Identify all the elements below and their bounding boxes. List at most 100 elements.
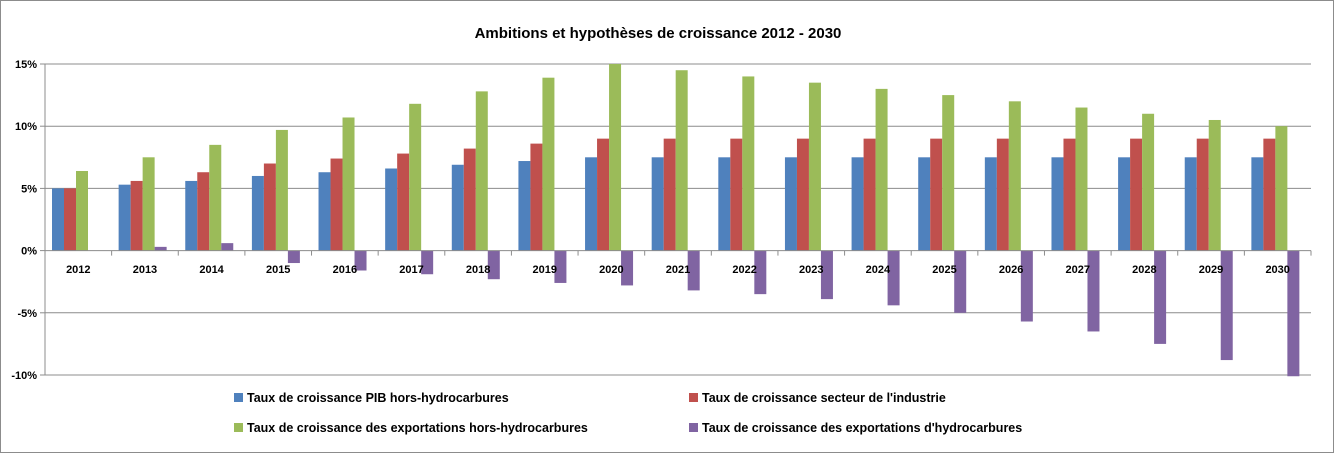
x-tick-label-2017: 2017 [399,264,423,276]
x-tick-label-2020: 2020 [599,264,623,276]
bar-2028-series-2 [1130,138,1143,251]
bar-2018-series-2 [463,148,476,251]
bar-2012-series-1 [52,188,64,251]
legend-swatch-3 [234,423,243,432]
bar-2023-series-3 [808,82,821,251]
bar-2023-series-1 [784,157,797,251]
bar-2021-series-2 [663,138,676,251]
legend-label-3: Taux de croissance des exportations hors… [247,421,588,435]
x-tick-label-2028: 2028 [1132,264,1156,276]
bar-2030-series-1 [1251,157,1264,251]
bar-2017-series-3 [409,103,422,251]
bar-2026-series-1 [984,157,997,251]
legend-label-4: Taux de croissance des exportations d'hy… [702,421,1022,435]
bar-2024-series-1 [851,157,864,251]
x-tick-label-2018: 2018 [466,264,490,276]
bar-2019-series-2 [530,143,543,251]
bar-2029-series-2 [1196,138,1209,251]
bar-2027-series-3 [1075,107,1088,251]
bar-2020-series-3 [609,64,622,251]
bar-2024-series-3 [875,88,888,251]
x-tick-label-2013: 2013 [133,264,157,276]
bar-2028-series-1 [1118,157,1131,251]
bar-2022-series-3 [742,76,755,251]
bar-2029-series-4 [1220,250,1233,361]
bar-2022-series-4 [754,250,767,295]
bar-2026-series-3 [1008,101,1021,251]
bar-2015-series-2 [263,163,276,251]
y-tick-label-4: -5% [17,308,37,320]
bar-2015-series-3 [275,129,288,251]
legend-item-2: Taux de croissance secteur de l'industri… [689,391,946,405]
x-tick-label-2016: 2016 [333,264,357,276]
bar-2018-series-3 [475,91,488,251]
legend-label-1: Taux de croissance PIB hors-hydrocarbure… [247,391,509,405]
bar-2015-series-4 [287,250,300,264]
axes [40,63,1312,376]
bar-2018-series-4 [487,250,500,280]
bar-2021-series-1 [651,157,664,251]
bar-2023-series-2 [796,138,809,251]
x-tick-label-2022: 2022 [732,264,756,276]
x-tick-label-2025: 2025 [932,264,956,276]
bar-2025-series-1 [918,157,931,251]
bars [52,64,1300,377]
bar-2019-series-3 [542,77,555,251]
x-tick-label-2027: 2027 [1066,264,1090,276]
bar-2027-series-1 [1051,157,1064,251]
x-tick-label-2023: 2023 [799,264,823,276]
y-tick-label-5: -10% [11,370,37,382]
bar-2028-series-4 [1154,250,1167,344]
bar-2026-series-4 [1020,250,1033,322]
bar-2019-series-1 [518,161,531,251]
bar-2013-series-1 [118,184,131,251]
bar-2024-series-2 [863,138,876,251]
x-tick-label-2024: 2024 [866,264,891,276]
bar-2023-series-4 [820,250,833,300]
bar-2030-series-2 [1263,138,1276,251]
bar-2013-series-4 [154,246,167,251]
x-tick-label-2015: 2015 [266,264,290,276]
bar-2012-series-2 [64,188,76,251]
bar-2013-series-2 [130,180,143,251]
legend-swatch-4 [689,423,698,432]
legend-item-3: Taux de croissance des exportations hors… [234,421,588,435]
x-tick-label-2029: 2029 [1199,264,1223,276]
bar-2030-series-4 [1287,250,1300,377]
bar-2020-series-2 [597,138,610,251]
bar-2029-series-3 [1208,119,1221,251]
bar-2028-series-3 [1142,113,1155,251]
bar-2016-series-1 [318,172,331,251]
bar-2018-series-1 [451,164,464,251]
bar-2027-series-4 [1087,250,1100,332]
x-tick-label-2014: 2014 [199,264,224,276]
bar-2014-series-3 [209,144,222,251]
bar-2014-series-1 [185,180,198,251]
y-tick-label-3: 0% [21,246,37,258]
bar-2027-series-2 [1063,138,1076,251]
x-tick-label-2012: 2012 [66,264,90,276]
bar-2012-series-3 [76,170,88,251]
legend-item-1: Taux de croissance PIB hors-hydrocarbure… [234,391,509,405]
legend-swatch-1 [234,393,243,402]
x-tick-labels: 2012 2013 2014 2015 2016 2017 2018 2019 2020 2021… [66,264,1290,276]
chart-title: Ambitions et hypothèses de croissance 20… [475,25,842,42]
x-tick-label-2019: 2019 [532,264,556,276]
bar-2016-series-3 [342,117,355,251]
y-tick-label-1: 10% [15,121,37,133]
x-tick-label-2026: 2026 [999,264,1023,276]
bar-2017-series-1 [385,168,398,251]
bar-2024-series-4 [887,250,900,306]
bar-2019-series-4 [554,250,567,283]
y-tick-label-0: 15% [15,59,37,71]
bar-2030-series-3 [1275,126,1288,251]
legend-item-4: Taux de croissance des exportations d'hy… [689,421,1022,435]
bar-2016-series-2 [330,158,343,251]
bar-2015-series-1 [251,175,264,251]
bar-2020-series-4 [621,250,634,286]
bar-2026-series-2 [996,138,1009,251]
bar-2021-series-4 [687,250,700,291]
y-tick-label-2: 5% [21,183,37,195]
legend: Taux de croissance PIB hors-hydrocarbure… [234,391,1022,435]
